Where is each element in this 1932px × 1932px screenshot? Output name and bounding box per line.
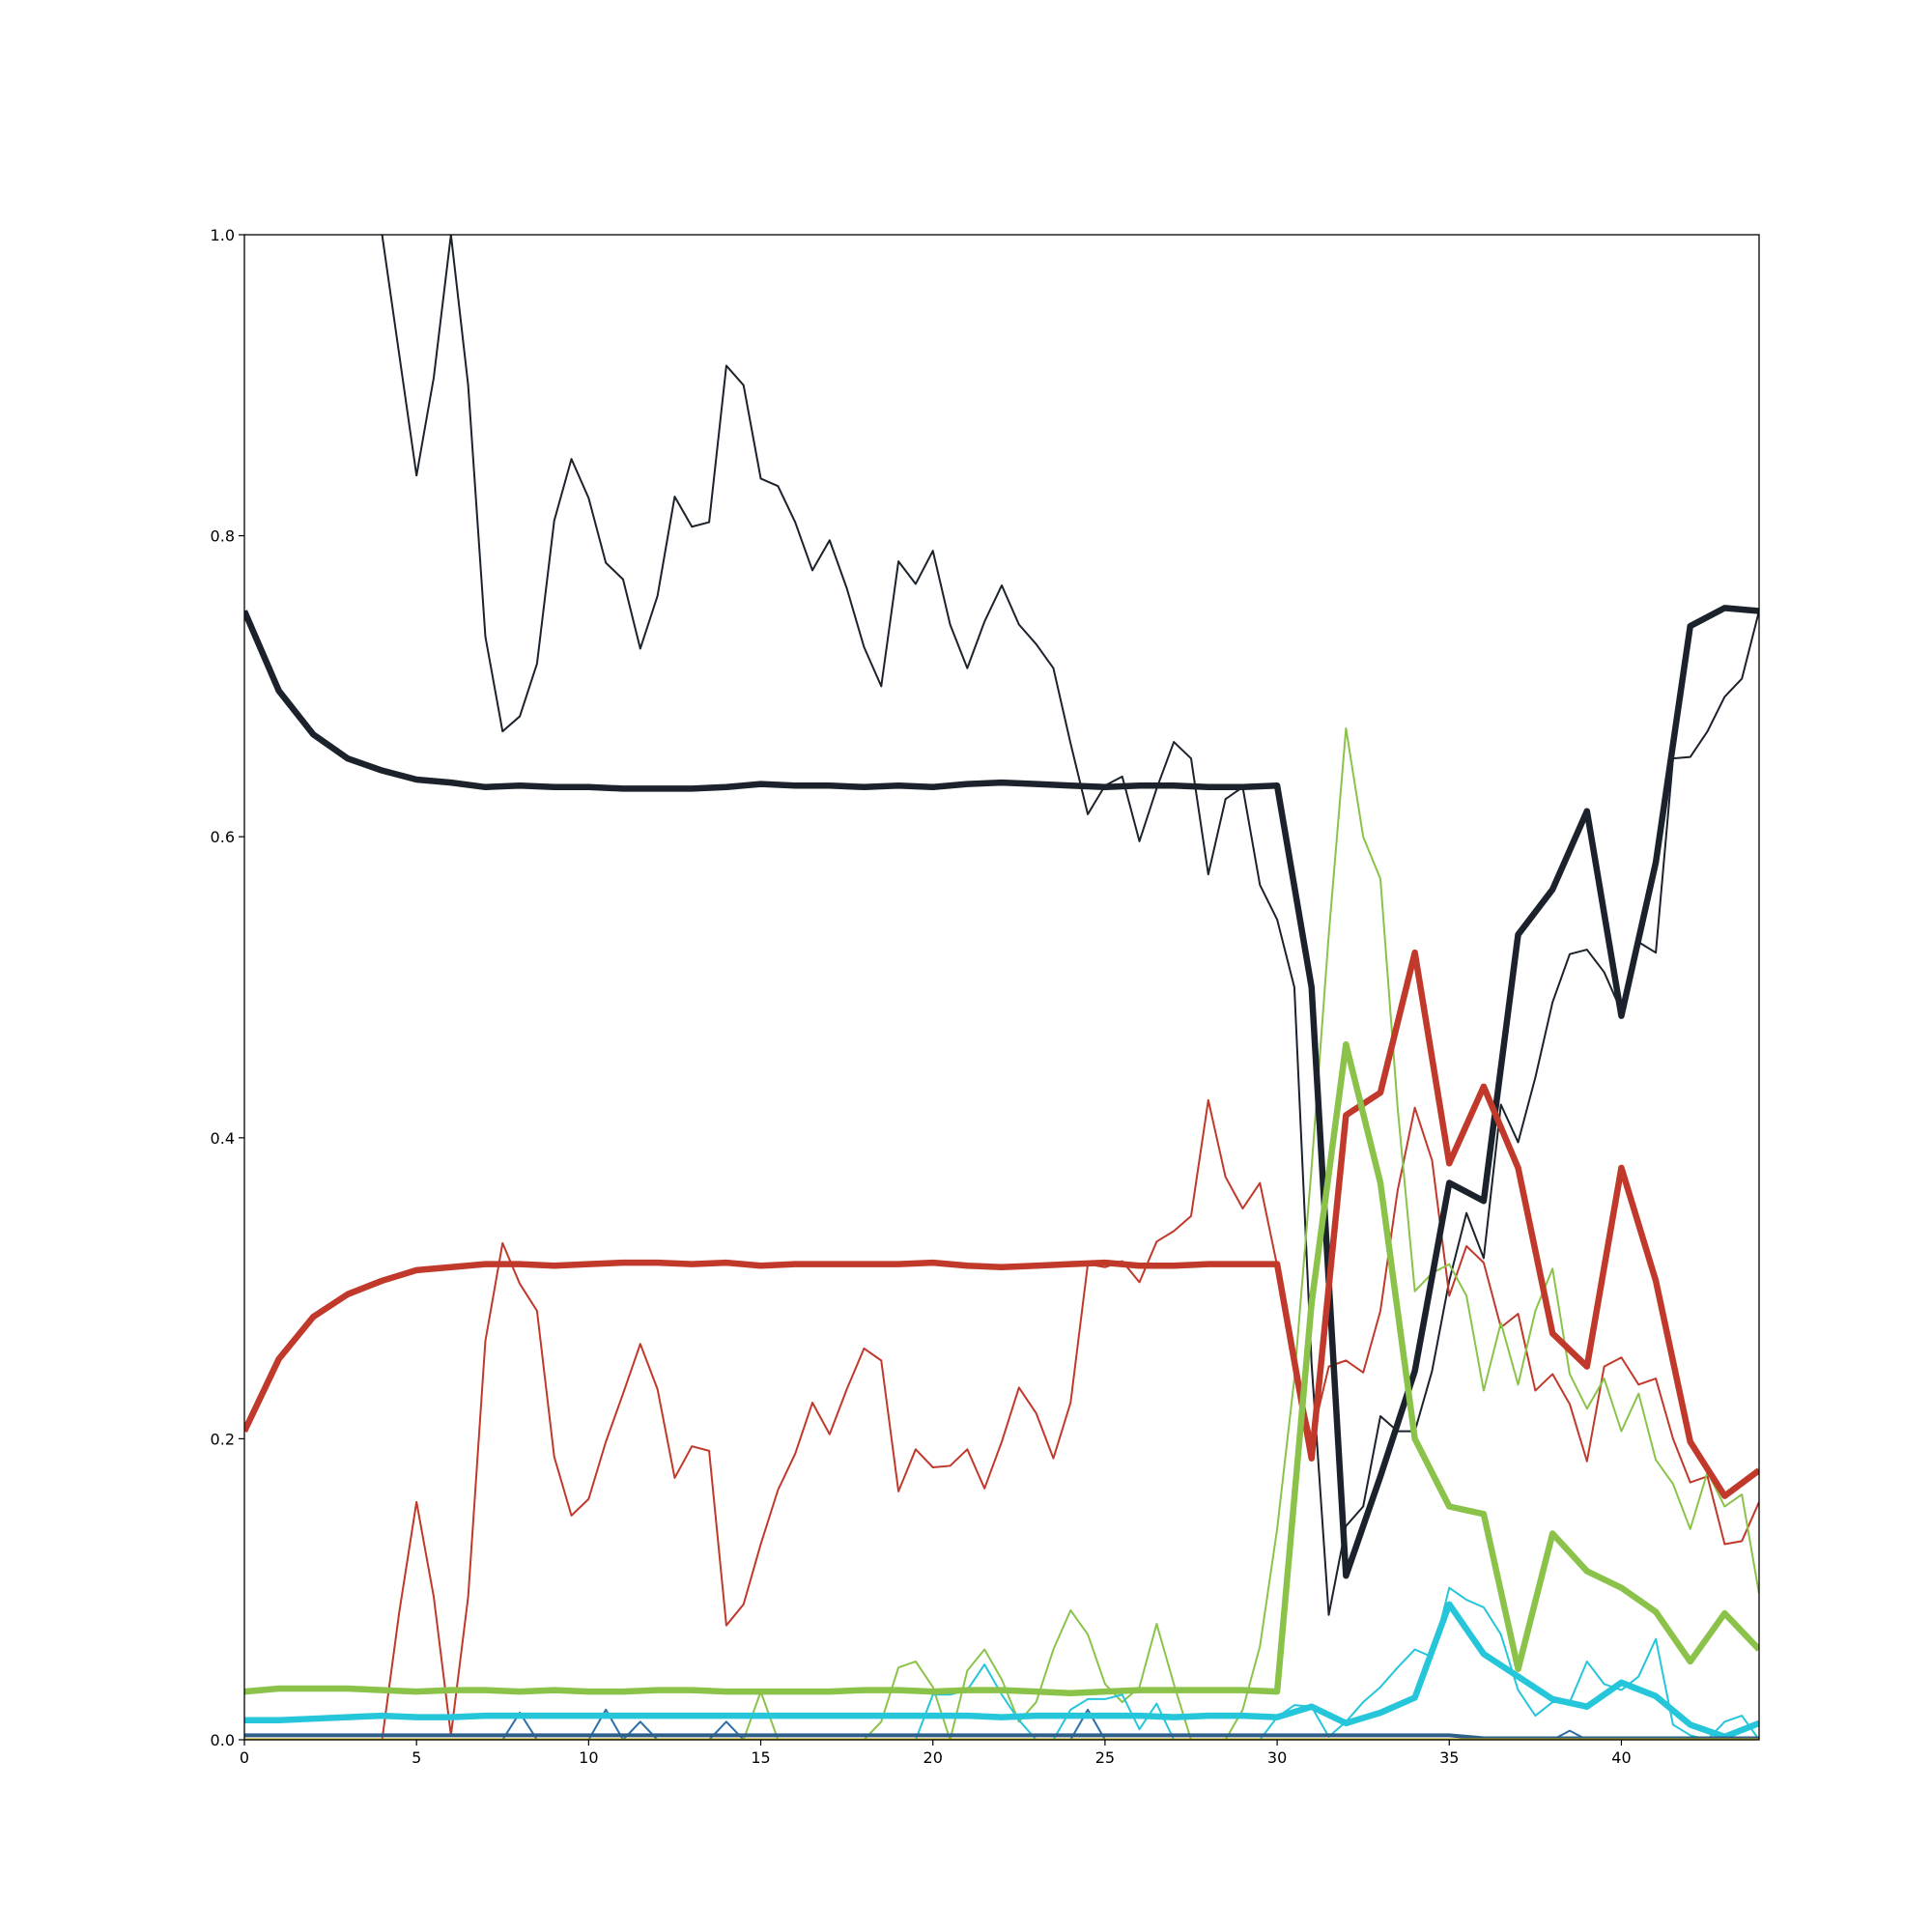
x-tick-label: 40 (1611, 1748, 1631, 1767)
y-tick-label: 0.8 (211, 527, 235, 546)
x-tick-label: 30 (1267, 1748, 1287, 1767)
series-line (244, 1098, 1759, 1740)
y-tick-label: 0.2 (211, 1430, 235, 1448)
plot-area (244, 235, 1759, 1740)
x-tick-label: 0 (240, 1748, 249, 1767)
x-tick-label: 35 (1439, 1748, 1459, 1767)
y-tick-label: 1.0 (211, 226, 235, 244)
x-tick-label: 20 (923, 1748, 943, 1767)
series-line (381, 235, 1759, 1616)
series-line (244, 1586, 1759, 1740)
x-tick-label: 15 (751, 1748, 770, 1767)
x-tick-label: 25 (1095, 1748, 1115, 1767)
series-line (244, 949, 1759, 1499)
series-line (244, 1733, 1759, 1740)
x-tick-label: 5 (412, 1748, 421, 1767)
x-tick-label: 10 (579, 1748, 598, 1767)
series-line (244, 727, 1759, 1740)
series-line (244, 605, 1759, 1579)
axes-frame (243, 234, 1760, 1741)
y-tick-label: 0.0 (211, 1731, 235, 1749)
series-line (244, 1601, 1759, 1740)
y-tick-label: 0.6 (211, 828, 235, 846)
y-tick-label: 0.4 (211, 1129, 235, 1148)
series-line (244, 1040, 1759, 1696)
